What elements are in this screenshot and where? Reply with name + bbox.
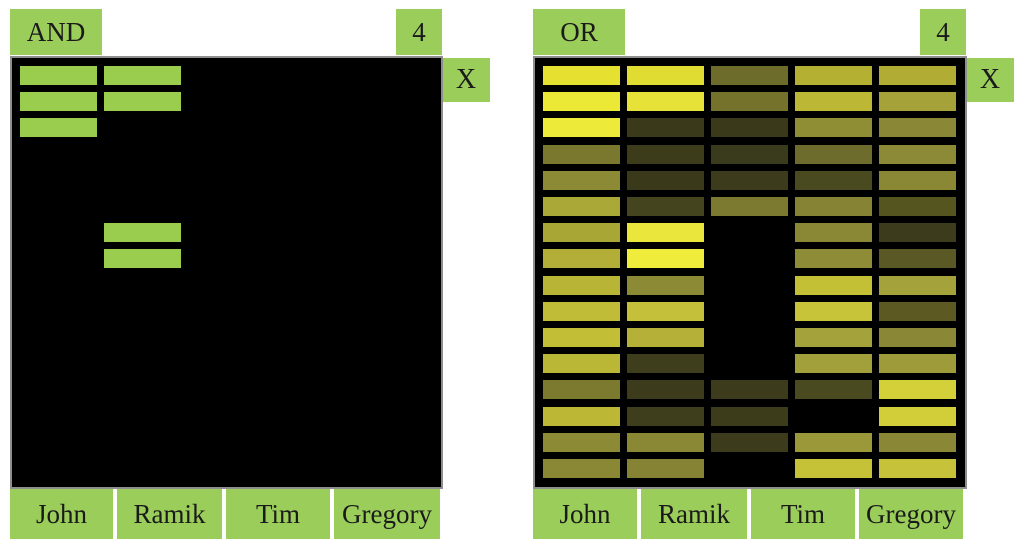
or-result-grid: [533, 56, 967, 489]
grid-cell[interactable]: [627, 354, 704, 374]
column-button-ramik[interactable]: Ramik: [117, 489, 222, 539]
grid-cell[interactable]: [795, 144, 872, 164]
grid-cell[interactable]: [795, 328, 872, 347]
grid-cell[interactable]: [627, 144, 704, 164]
grid-cell[interactable]: [795, 223, 872, 243]
grid-cell[interactable]: [795, 275, 872, 295]
grid-cell[interactable]: [104, 223, 181, 243]
grid-cell[interactable]: [795, 66, 872, 85]
count-badge-and[interactable]: 4: [396, 9, 442, 55]
column-button-tim[interactable]: Tim: [226, 489, 330, 539]
close-icon[interactable]: X: [966, 58, 1014, 102]
grid-cell[interactable]: [879, 144, 956, 164]
operator-button-and[interactable]: AND: [10, 9, 102, 55]
operator-button-or[interactable]: OR: [533, 9, 625, 55]
grid-cell[interactable]: [795, 354, 872, 374]
column-button-gregory[interactable]: Gregory: [334, 489, 440, 539]
grid-cell[interactable]: [795, 459, 872, 478]
grid-cell[interactable]: [627, 459, 704, 478]
grid-cell[interactable]: [627, 118, 704, 138]
column-button-ramik[interactable]: Ramik: [641, 489, 747, 539]
column-button-john[interactable]: John: [533, 489, 637, 539]
grid-cell[interactable]: [711, 432, 788, 452]
grid-cell[interactable]: [627, 432, 704, 452]
grid-cell[interactable]: [543, 144, 620, 164]
grid-cell[interactable]: [543, 380, 620, 400]
grid-cell[interactable]: [795, 92, 872, 112]
grid-cell[interactable]: [627, 328, 704, 347]
grid-cell[interactable]: [20, 66, 97, 85]
grid-cell[interactable]: [627, 170, 704, 190]
grid-cell[interactable]: [795, 249, 872, 269]
grid-cell[interactable]: [879, 223, 956, 243]
and-result-grid: [10, 56, 443, 489]
grid-cell[interactable]: [879, 406, 956, 426]
grid-cell[interactable]: [711, 197, 788, 216]
grid-cell[interactable]: [104, 92, 181, 112]
grid-cell[interactable]: [879, 92, 956, 112]
grid-cell[interactable]: [711, 380, 788, 400]
grid-cell[interactable]: [795, 170, 872, 190]
grid-cell[interactable]: [543, 118, 620, 138]
column-button-gregory[interactable]: Gregory: [859, 489, 963, 539]
grid-cell[interactable]: [20, 92, 97, 112]
grid-cell[interactable]: [543, 92, 620, 112]
grid-cell[interactable]: [795, 380, 872, 400]
grid-cell[interactable]: [543, 197, 620, 216]
grid-cell[interactable]: [879, 66, 956, 85]
column-button-john[interactable]: John: [10, 489, 113, 539]
grid-cell[interactable]: [879, 249, 956, 269]
grid-cell[interactable]: [543, 459, 620, 478]
grid-cell[interactable]: [879, 301, 956, 321]
grid-cell[interactable]: [879, 118, 956, 138]
grid-cell[interactable]: [543, 170, 620, 190]
grid-cell[interactable]: [543, 432, 620, 452]
grid-cell[interactable]: [627, 380, 704, 400]
grid-cell[interactable]: [879, 275, 956, 295]
grid-cell[interactable]: [627, 406, 704, 426]
grid-cell[interactable]: [543, 328, 620, 347]
grid-cell[interactable]: [795, 432, 872, 452]
and-column-buttons: John Ramik Tim Gregory: [10, 489, 440, 539]
grid-cell[interactable]: [879, 328, 956, 347]
grid-cell[interactable]: [627, 275, 704, 295]
or-column-buttons: John Ramik Tim Gregory: [533, 489, 963, 539]
grid-cell[interactable]: [104, 66, 181, 85]
column-button-tim[interactable]: Tim: [751, 489, 855, 539]
grid-cell[interactable]: [879, 459, 956, 478]
count-badge-or[interactable]: 4: [920, 9, 966, 55]
grid-cell[interactable]: [627, 223, 704, 243]
grid-cell[interactable]: [543, 249, 620, 269]
grid-cell[interactable]: [879, 354, 956, 374]
grid-cell[interactable]: [711, 170, 788, 190]
grid-cell[interactable]: [879, 170, 956, 190]
grid-cell[interactable]: [543, 301, 620, 321]
grid-cell[interactable]: [104, 249, 181, 269]
grid-cell[interactable]: [627, 197, 704, 216]
grid-cell[interactable]: [711, 406, 788, 426]
grid-cell[interactable]: [879, 380, 956, 400]
grid-cell[interactable]: [627, 66, 704, 85]
grid-cell[interactable]: [795, 301, 872, 321]
grid-cell[interactable]: [627, 92, 704, 112]
grid-cell[interactable]: [711, 118, 788, 138]
grid-cell[interactable]: [543, 275, 620, 295]
grid-cell[interactable]: [543, 406, 620, 426]
close-icon[interactable]: X: [442, 58, 490, 102]
grid-cell[interactable]: [795, 118, 872, 138]
grid-cell[interactable]: [20, 118, 97, 138]
grid-cell[interactable]: [543, 354, 620, 374]
grid-cell[interactable]: [627, 249, 704, 269]
grid-cell[interactable]: [711, 144, 788, 164]
grid-cell[interactable]: [543, 223, 620, 243]
grid-cell[interactable]: [627, 301, 704, 321]
grid-cell[interactable]: [711, 66, 788, 85]
grid-cell[interactable]: [879, 197, 956, 216]
grid-cell[interactable]: [879, 432, 956, 452]
grid-cell[interactable]: [795, 197, 872, 216]
grid-cell[interactable]: [543, 66, 620, 85]
grid-cell[interactable]: [711, 92, 788, 112]
